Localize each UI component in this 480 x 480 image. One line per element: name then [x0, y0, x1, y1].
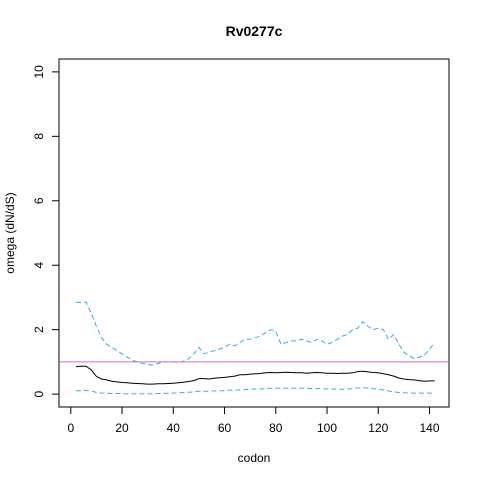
x-tick-label: 20 [115, 421, 129, 435]
x-tick-label: 60 [218, 421, 232, 435]
x-axis: 0 20 40 60 80 100 120 140 [67, 406, 440, 435]
y-tick-label: 6 [32, 197, 46, 204]
y-tick-label: 8 [32, 133, 46, 140]
lower-bound-line [75, 387, 435, 395]
plot-frame [58, 58, 450, 408]
y-tick-label: 10 [32, 65, 46, 79]
y-tick-label: 2 [32, 326, 46, 333]
series-layer [59, 301, 449, 395]
x-tick-label: 80 [269, 421, 283, 435]
x-tick-label: 140 [420, 421, 440, 435]
y-axis-label: omega (dN/dS) [3, 192, 17, 273]
y-axis: 0 2 4 6 8 10 [32, 65, 60, 397]
omega-series-line [75, 365, 435, 385]
chart-title: Rv0277c [226, 23, 283, 39]
upper-bound-line [75, 301, 436, 366]
x-tick-label: 0 [67, 421, 74, 435]
x-tick-label: 120 [368, 421, 388, 435]
y-tick-label: 4 [32, 262, 46, 269]
x-axis-label: codon [238, 451, 271, 465]
x-tick-label: 40 [167, 421, 181, 435]
y-tick-label: 0 [32, 390, 46, 397]
x-tick-label: 100 [317, 421, 337, 435]
